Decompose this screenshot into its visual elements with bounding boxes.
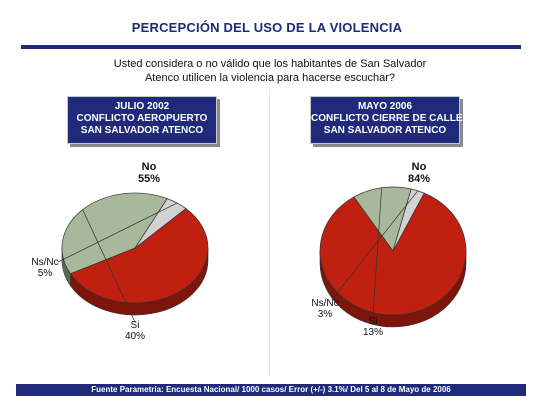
pie-left-label-nsnc: Ns/Nc 5% <box>28 257 62 279</box>
pie-left-label-nsnc-name: Ns/Nc <box>31 257 59 268</box>
pie-left-label-si: Si 40% <box>118 320 152 342</box>
pie-left-slice-no <box>69 208 209 304</box>
pie-left-label-nsnc-value: 5% <box>37 268 53 279</box>
panel-divider <box>269 90 270 375</box>
pie-left-slice-nsnc <box>134 198 187 249</box>
pie-left-header-line-2: CONFLICTO AEROPUERTO <box>76 113 208 124</box>
question-line-1: Usted considera o no válido que los habi… <box>113 58 427 70</box>
pie-right-label-si: Si 13% <box>356 316 390 338</box>
pie-right-label-nsnc: Ns/Nc 3% <box>308 298 342 320</box>
pie-right-label-si-name: Si <box>368 316 378 327</box>
pie-left-label-si-value: 40% <box>124 331 145 342</box>
pie-left-header-line-1: JULIO 2002 <box>114 101 170 112</box>
pie-left-label-no-name: No <box>141 161 157 173</box>
pie-right-label-si-value: 13% <box>362 327 383 338</box>
pie-right-leader-nsnc <box>332 190 419 299</box>
pie-right-header-line-2: CONFLICTO CIERRE DE CALLES <box>311 113 470 124</box>
pie-right-label-nsnc-value: 3% <box>317 309 333 320</box>
pie-left-label-no-value: 55% <box>137 173 161 185</box>
chart-title: PERCEPCIÓN DEL USO DE LA VIOLENCIA <box>131 20 403 35</box>
pie-right-label-nsnc-name: Ns/Nc <box>311 298 339 309</box>
pie-left-label-si-name: Si <box>130 320 140 331</box>
pie-right-header-line-1: MAYO 2006 <box>357 101 413 112</box>
pie-right-header-line-3: SAN SALVADOR ATENCO <box>323 125 447 136</box>
pie-left-header-line-3: SAN SALVADOR ATENCO <box>80 125 204 136</box>
pie-right-slice-no <box>319 192 467 316</box>
survey-question: Usted considera o no válido que los habi… <box>80 57 460 85</box>
pie-left-label-no: No 55% <box>124 161 174 185</box>
pie-right-header: MAYO 2006 CONFLICTO CIERRE DE CALLES SAN… <box>310 96 470 144</box>
pie-right-leader-si <box>372 187 382 317</box>
pie-left-leader-si <box>82 209 136 323</box>
pie-left-leader-nsnc <box>57 202 178 263</box>
pie-right-label-no: No 84% <box>394 161 444 185</box>
pie-left-slice-si <box>61 192 168 275</box>
pie-right-label-no-name: No <box>411 161 427 173</box>
source-footer: Fuente Parametría: Encuesta Nacional/ 10… <box>16 384 526 396</box>
title-underline <box>21 45 521 49</box>
pie-left-header: JULIO 2002 CONFLICTO AEROPUERTO SAN SALV… <box>67 96 217 144</box>
pie-right-label-no-value: 84% <box>407 173 431 185</box>
question-line-2: Atenco utilicen la violencia para hacers… <box>144 72 396 84</box>
